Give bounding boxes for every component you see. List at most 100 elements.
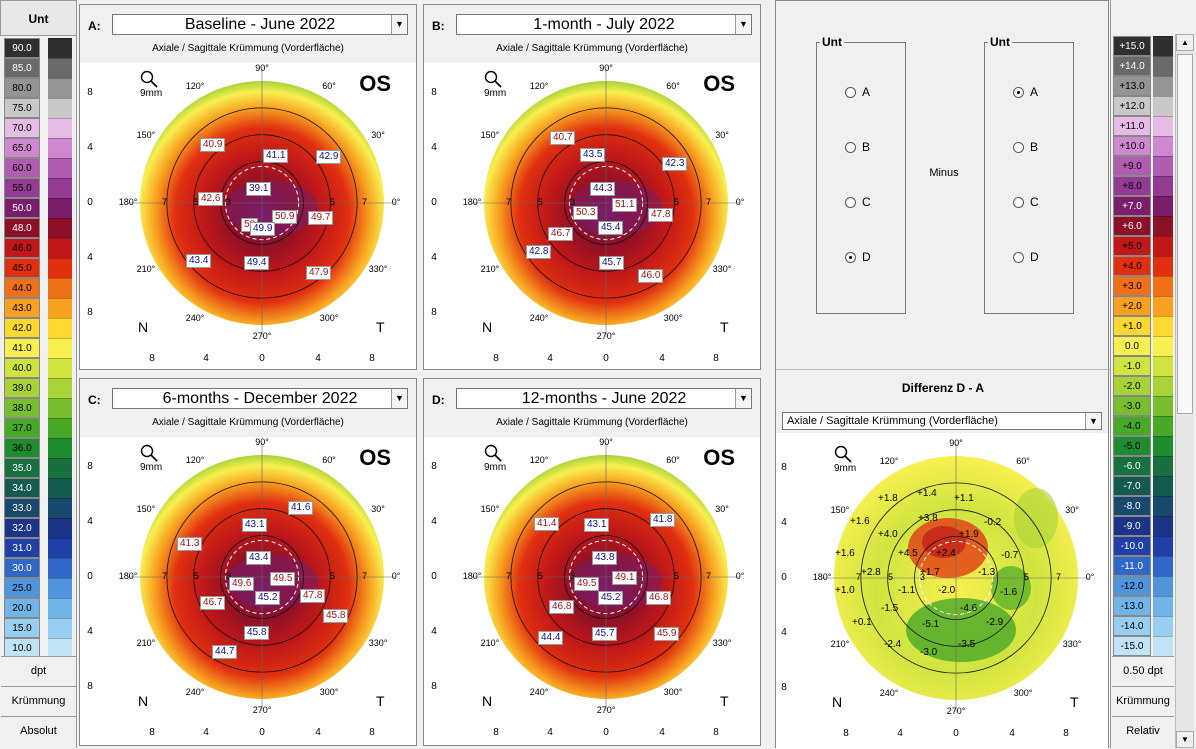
diff-scale-label: -1.0 [1113,356,1151,376]
topography-map[interactable]: 8 4 0 4 8 8 4 0 4 8 90° 60° 30° 0° 330° 300° 270° 240° 210… [424,63,760,369]
radio-icon[interactable] [1013,197,1024,209]
radio-icon[interactable] [845,197,856,209]
x-tick-label: 8 [369,727,375,738]
magnifier-icon[interactable] [834,445,852,466]
curvature-value: 49.7 [308,211,334,225]
angle-label: 0° [391,197,401,207]
vertical-scrollbar[interactable]: ▲ ▼ [1175,34,1194,748]
map-panel-c: C: 6-months - December 2022 ▼ Axiale / Sagi… [79,378,417,746]
y-tick-label: 4 [431,626,437,637]
radio-option-b[interactable]: B [845,140,870,156]
y-tick-label: 8 [781,462,787,473]
angle-label: 300° [319,687,339,698]
x-tick-label: 4 [203,353,209,364]
eye-label: OS [359,445,391,470]
ring-label: 5 [674,197,680,207]
radio-option-a[interactable]: A [845,85,870,101]
scroll-down-icon[interactable]: ▼ [1176,731,1194,748]
x-tick-label: 0 [603,353,609,364]
group-right-title: Unt [988,35,1012,49]
right-scale-button-1[interactable]: Krümmung [1112,686,1174,715]
diff-scale-swatch [1153,296,1173,316]
diff-scale-label: -2.0 [1113,376,1151,396]
zoom-label: 9mm [484,88,507,99]
left-scale-button-2[interactable]: Absolut [1,716,76,745]
chevron-down-icon[interactable]: ▼ [735,15,751,34]
scale-label: 36.0 [4,438,40,458]
y-tick-label: 4 [87,516,93,527]
diff-scale-swatch [1153,76,1173,96]
chevron-down-icon[interactable]: ▼ [391,389,407,408]
scale-swatch [48,298,72,318]
temporal-label: T [720,693,729,709]
magnifier-icon[interactable] [140,70,158,91]
right-scale-button-0[interactable]: 0.50 dpt [1112,656,1174,685]
radio-option-d[interactable]: D [845,250,871,266]
ring-label: 7 [856,572,862,582]
magnifier-icon[interactable] [484,444,502,465]
scale-swatch [48,518,72,538]
difference-value: +1.6 [850,516,870,527]
scale-swatch [48,218,72,238]
magnifier-icon[interactable] [484,70,502,91]
chevron-down-icon[interactable]: ▼ [1085,413,1101,429]
scroll-up-icon[interactable]: ▲ [1176,34,1194,51]
angle-label: 120° [185,80,205,91]
diff-measure-select[interactable]: Axiale / Sagittale Krümmung (Vorderfläch… [782,412,1102,430]
radio-icon[interactable] [845,87,856,99]
radio-option-b[interactable]: B [1013,140,1038,156]
exam-select[interactable]: 1-month - July 2022 ▼ [456,14,752,35]
radio-icon[interactable] [1013,252,1024,264]
right-scale-button-2[interactable]: Relativ [1112,716,1174,745]
ring-label: 7 [706,197,712,207]
topography-map[interactable]: 8 4 0 4 8 8 4 0 4 8 90° 60° 30° 0° 330° 300° 270° 240° 210… [424,437,760,745]
radio-icon[interactable] [1013,142,1024,154]
exam-select[interactable]: 12-months - June 2022 ▼ [456,388,752,409]
curvature-value: 47.8 [648,208,674,222]
exam-select-value: 12-months - June 2022 [521,390,687,407]
scale-swatch [48,178,72,198]
map-panel-a: A: Baseline - June 2022 ▼ Axiale / Sagittal… [79,4,417,370]
topography-map[interactable]: 8 4 0 4 8 8 4 0 4 8 90° 60° 30° 0° 330° 300° 270° 240° 210… [80,437,416,745]
radio-option-c[interactable]: C [1013,195,1039,211]
exam-select[interactable]: 6-months - December 2022 ▼ [112,388,408,409]
diff-scale-label: +15.0 [1113,36,1151,56]
x-tick-label: 8 [843,728,849,739]
scale-swatch [48,618,72,638]
angle-label: 0° [391,571,401,581]
scale-swatch [48,198,72,218]
scale-label: 85.0 [4,58,40,78]
radio-icon[interactable] [1013,87,1024,99]
angle-label: 150° [136,504,156,514]
difference-value: +1.1 [954,493,974,504]
diff-scale-swatch [1153,116,1173,136]
exam-select[interactable]: Baseline - June 2022 ▼ [112,14,408,35]
radio-option-c[interactable]: C [845,195,871,211]
left-scale-button-1[interactable]: Krümmung [1,686,76,715]
topography-map[interactable]: 8 4 0 4 8 8 4 0 4 8 90° 60° 30° 0° 330° 300° 270° 240° 210… [80,63,416,369]
scale-label: 42.0 [4,318,40,338]
radio-option-d[interactable]: D [1013,250,1039,266]
angle-label: 60° [322,454,336,465]
map-type-label: Axiale / Sagittale Krümmung (Vorderfläch… [152,417,344,428]
curvature-value: 46.7 [548,227,574,241]
ring-label: 5 [330,197,336,207]
diff-scale-label: +13.0 [1113,76,1151,96]
angle-label: 180° [118,197,138,207]
left-scale-button-0[interactable]: dpt [1,656,76,685]
angle-label: 150° [830,505,850,515]
radio-option-a[interactable]: A [1013,85,1038,101]
scale-swatch [48,278,72,298]
chevron-down-icon[interactable]: ▼ [391,15,407,34]
chevron-down-icon[interactable]: ▼ [735,389,751,408]
map-panel-d: D: 12-months - June 2022 ▼ Axiale / Sagitta… [423,378,761,746]
scrollbar-thumb[interactable] [1177,54,1193,414]
x-tick-label: 8 [493,353,499,364]
curvature-value: 41.6 [288,501,314,515]
curvature-value: 46.8 [646,591,672,605]
radio-icon[interactable] [845,142,856,154]
magnifier-icon[interactable] [140,444,158,465]
radio-icon[interactable] [845,252,856,264]
diff-scale-label: +7.0 [1113,196,1151,216]
angle-label: 60° [322,80,336,91]
